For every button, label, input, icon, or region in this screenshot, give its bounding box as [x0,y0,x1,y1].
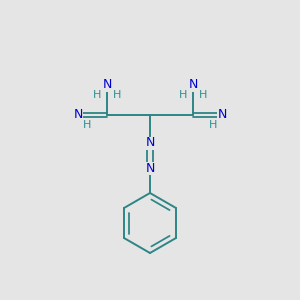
Text: N: N [145,161,155,175]
Text: H: H [83,120,91,130]
Text: H: H [93,90,101,100]
Text: N: N [73,109,83,122]
Text: N: N [217,109,227,122]
Text: H: H [179,90,187,100]
Text: N: N [145,136,155,149]
Text: H: H [199,90,207,100]
Text: H: H [113,90,121,100]
Text: N: N [188,79,198,92]
Text: H: H [209,120,217,130]
Text: N: N [102,79,112,92]
